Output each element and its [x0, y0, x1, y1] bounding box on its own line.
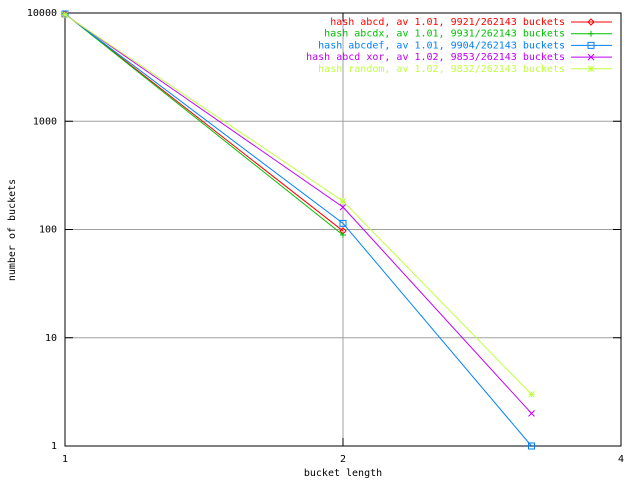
marker	[339, 197, 347, 205]
marker	[528, 390, 535, 398]
legend-label: hash abcdx, av 1.01, 9931/262143 buckets	[324, 29, 565, 40]
y-tick-label: 1	[51, 441, 57, 452]
y-axis-label: number of buckets	[7, 179, 18, 281]
x-tick-label: 4	[618, 454, 624, 465]
marker	[528, 410, 535, 417]
marker	[339, 203, 347, 211]
legend-label: hash abcd xor, av 1.02, 9853/262143 buck…	[306, 52, 565, 63]
legend-marker	[587, 18, 595, 26]
legend-marker	[588, 30, 594, 37]
plot-frame	[64, 12, 622, 447]
series-line	[64, 13, 344, 236]
legend-marker	[587, 53, 595, 61]
legend-marker	[587, 41, 595, 49]
marker	[61, 11, 69, 19]
legend-label: hash abcd, av 1.01, 9921/262143 buckets	[330, 17, 565, 28]
marker	[528, 442, 536, 450]
x-axis-label: bucket length	[304, 468, 382, 479]
series-line	[64, 13, 532, 447]
legend-label: hash random, av 1.02, 9832/262143 bucket…	[318, 64, 565, 75]
y-tick-label: 1000	[33, 116, 57, 127]
marker	[340, 231, 346, 238]
x-tick-label: 2	[340, 454, 346, 465]
y-tick-label: 10000	[27, 8, 57, 19]
y-tick-label: 100	[39, 225, 57, 236]
marker	[339, 219, 347, 227]
legend-label: hash abcdef, av 1.01, 9904/262143 bucket…	[318, 40, 565, 51]
y-tick-label: 10	[45, 333, 57, 344]
x-tick-label: 1	[62, 454, 68, 465]
legend-marker	[587, 65, 595, 73]
